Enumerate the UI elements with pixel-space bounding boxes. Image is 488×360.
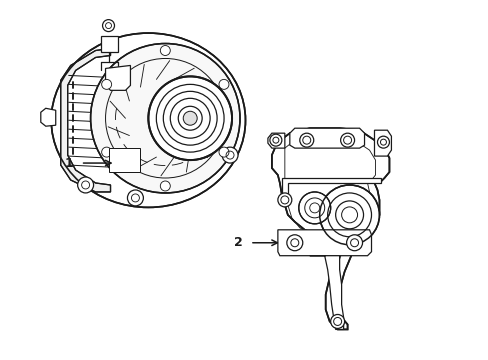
Circle shape — [335, 201, 363, 229]
Circle shape — [102, 147, 111, 157]
Text: 2: 2 — [233, 236, 242, 249]
Circle shape — [286, 235, 302, 251]
Circle shape — [78, 177, 93, 193]
Polygon shape — [108, 148, 140, 172]
Polygon shape — [289, 128, 364, 148]
Circle shape — [340, 133, 354, 147]
Polygon shape — [61, 49, 110, 192]
Circle shape — [309, 203, 319, 213]
Polygon shape — [101, 36, 118, 53]
Circle shape — [160, 181, 170, 191]
Circle shape — [183, 111, 197, 125]
Polygon shape — [267, 133, 285, 148]
Circle shape — [219, 80, 228, 89]
Circle shape — [330, 315, 344, 328]
Polygon shape — [105, 66, 130, 90]
Circle shape — [102, 80, 111, 89]
Circle shape — [219, 147, 228, 157]
Ellipse shape — [51, 33, 245, 207]
Circle shape — [298, 192, 330, 224]
Circle shape — [90, 44, 240, 193]
Polygon shape — [374, 130, 390, 156]
Circle shape — [160, 45, 170, 55]
Polygon shape — [309, 256, 343, 329]
Polygon shape — [271, 128, 388, 329]
Circle shape — [277, 193, 291, 207]
Polygon shape — [281, 178, 381, 195]
Circle shape — [269, 134, 281, 146]
Circle shape — [127, 190, 143, 206]
Text: 1: 1 — [64, 157, 73, 170]
Circle shape — [148, 76, 232, 160]
Polygon shape — [277, 230, 371, 256]
Circle shape — [222, 147, 238, 163]
Circle shape — [377, 136, 388, 148]
Circle shape — [178, 106, 202, 130]
Circle shape — [319, 185, 379, 245]
Polygon shape — [41, 108, 56, 126]
Circle shape — [346, 235, 362, 251]
Circle shape — [299, 133, 313, 147]
